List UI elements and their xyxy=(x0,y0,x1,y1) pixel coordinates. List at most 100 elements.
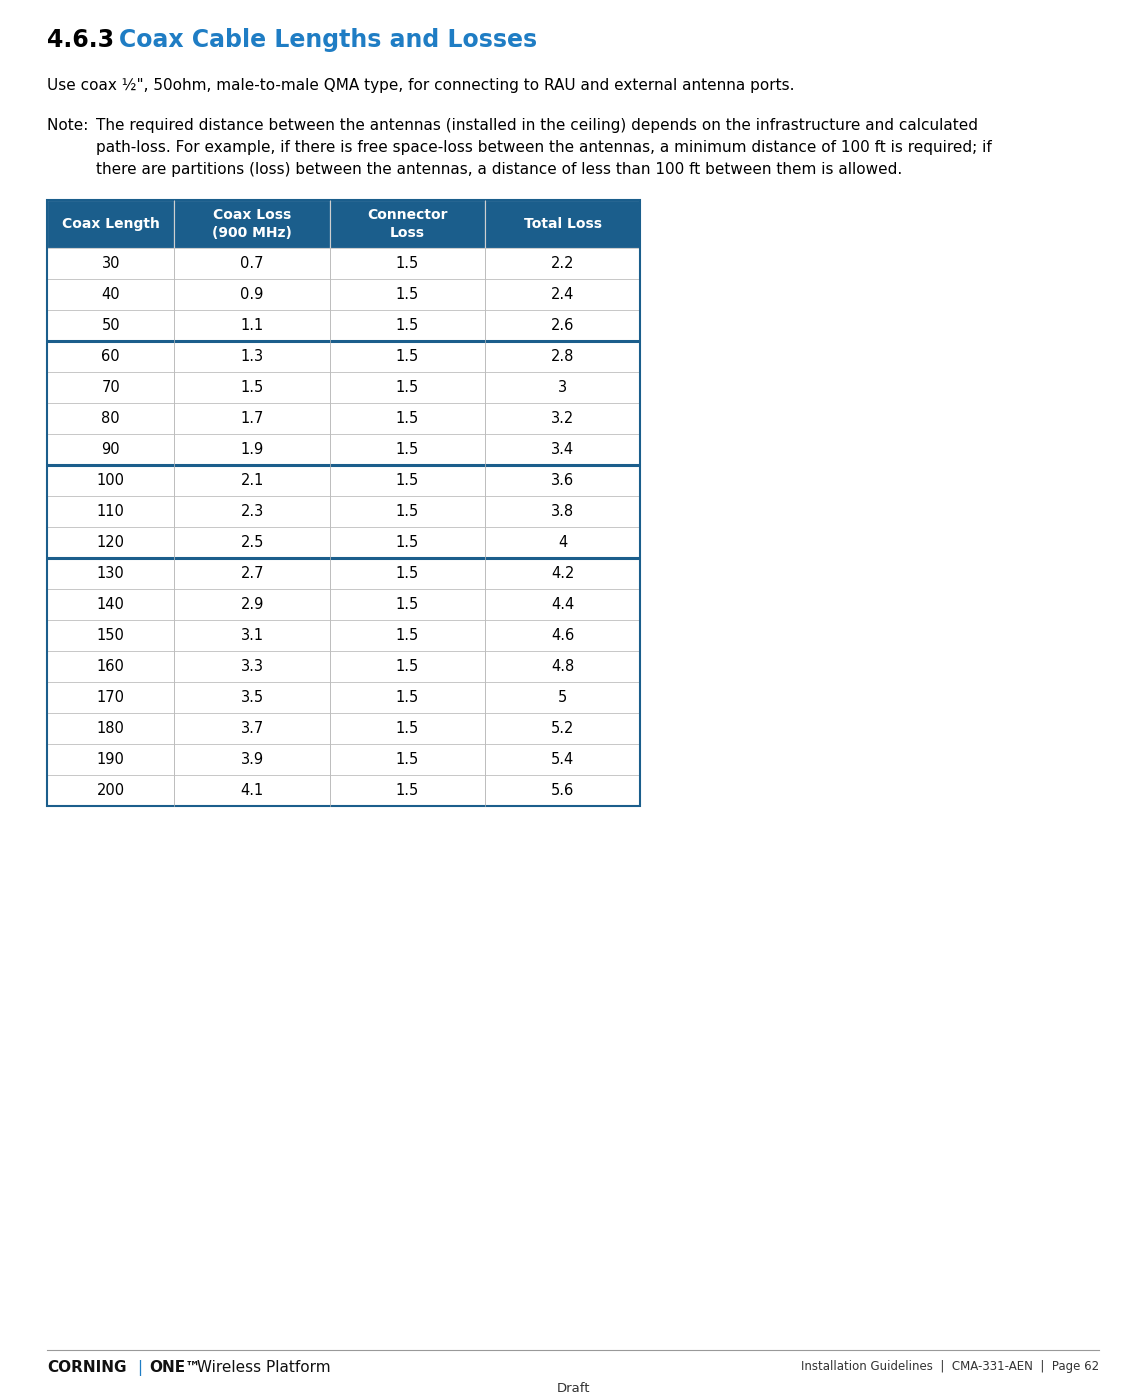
Bar xyxy=(330,775,485,806)
Text: 1.5: 1.5 xyxy=(395,256,419,271)
Bar xyxy=(174,341,330,372)
Bar xyxy=(174,311,330,341)
Bar xyxy=(174,589,330,620)
Bar xyxy=(174,558,330,589)
Bar xyxy=(47,372,174,403)
Text: Note:: Note: xyxy=(47,118,93,133)
Text: The required distance between the antennas (installed in the ceiling) depends on: The required distance between the antenn… xyxy=(96,118,978,133)
Bar xyxy=(47,775,174,806)
Bar xyxy=(485,681,639,713)
Text: 1.5: 1.5 xyxy=(395,659,419,674)
Text: 3.1: 3.1 xyxy=(241,628,264,644)
Bar xyxy=(330,248,485,278)
Bar xyxy=(485,403,639,434)
Bar xyxy=(47,589,174,620)
Text: 4.1: 4.1 xyxy=(241,783,264,797)
Text: 2.2: 2.2 xyxy=(551,256,574,271)
Text: 100: 100 xyxy=(96,473,125,488)
Bar xyxy=(47,620,174,651)
Bar xyxy=(330,278,485,311)
Bar xyxy=(330,434,485,464)
Bar xyxy=(47,311,174,341)
Text: 180: 180 xyxy=(96,720,125,736)
Text: 1.5: 1.5 xyxy=(395,753,419,767)
Text: 40: 40 xyxy=(102,287,120,302)
Text: Coax Loss
(900 MHz): Coax Loss (900 MHz) xyxy=(212,208,292,239)
Bar xyxy=(330,403,485,434)
Bar xyxy=(485,527,639,558)
Text: |: | xyxy=(138,1360,142,1377)
Text: 1.5: 1.5 xyxy=(395,504,419,519)
Bar xyxy=(485,372,639,403)
Text: 4.6.3: 4.6.3 xyxy=(47,28,115,52)
Text: 1.5: 1.5 xyxy=(395,318,419,333)
Text: 3.6: 3.6 xyxy=(551,473,574,488)
Text: 3.2: 3.2 xyxy=(551,411,574,427)
Bar xyxy=(174,744,330,775)
Text: 5: 5 xyxy=(558,690,567,705)
Text: 1.5: 1.5 xyxy=(395,597,419,611)
Bar xyxy=(174,713,330,744)
Text: 3.8: 3.8 xyxy=(551,504,574,519)
Text: 1.5: 1.5 xyxy=(395,690,419,705)
Text: 4.6: 4.6 xyxy=(551,628,574,644)
Text: 90: 90 xyxy=(102,442,120,457)
Bar xyxy=(330,497,485,527)
Text: 2.9: 2.9 xyxy=(241,597,264,611)
Bar xyxy=(485,744,639,775)
Text: 1.9: 1.9 xyxy=(241,442,264,457)
Bar xyxy=(485,651,639,681)
Text: ONE™: ONE™ xyxy=(149,1360,201,1375)
Text: 5.2: 5.2 xyxy=(551,720,574,736)
Text: 1.5: 1.5 xyxy=(395,567,419,581)
Bar xyxy=(47,434,174,464)
Bar xyxy=(174,248,330,278)
Bar xyxy=(485,497,639,527)
Bar xyxy=(330,341,485,372)
Text: 2.4: 2.4 xyxy=(551,287,574,302)
Bar xyxy=(485,248,639,278)
Text: 1.5: 1.5 xyxy=(395,473,419,488)
Text: Draft: Draft xyxy=(556,1382,590,1395)
Text: 70: 70 xyxy=(101,381,120,395)
Bar xyxy=(485,464,639,497)
Bar xyxy=(174,200,330,248)
Text: 1.5: 1.5 xyxy=(395,628,419,644)
Text: 60: 60 xyxy=(102,348,120,364)
Text: 4.4: 4.4 xyxy=(551,597,574,611)
Text: 1.5: 1.5 xyxy=(395,287,419,302)
Bar xyxy=(330,527,485,558)
Text: 80: 80 xyxy=(102,411,120,427)
Text: 190: 190 xyxy=(96,753,125,767)
Text: Installation Guidelines  |  CMA-331-AEN  |  Page 62: Installation Guidelines | CMA-331-AEN | … xyxy=(801,1360,1099,1372)
Bar xyxy=(330,311,485,341)
Bar xyxy=(330,589,485,620)
Text: Coax Length: Coax Length xyxy=(62,217,159,231)
Text: Connector
Loss: Connector Loss xyxy=(368,208,448,239)
Text: 4: 4 xyxy=(558,534,567,550)
Bar xyxy=(485,620,639,651)
Bar xyxy=(47,464,174,497)
Text: 1.5: 1.5 xyxy=(395,381,419,395)
Bar xyxy=(47,341,174,372)
Text: Use coax ½", 50ohm, male-to-male QMA type, for connecting to RAU and external an: Use coax ½", 50ohm, male-to-male QMA typ… xyxy=(47,78,794,92)
Text: 0.7: 0.7 xyxy=(241,256,264,271)
Text: 1.3: 1.3 xyxy=(241,348,264,364)
Text: Coax Cable Lengths and Losses: Coax Cable Lengths and Losses xyxy=(119,28,537,52)
Bar xyxy=(47,278,174,311)
Bar xyxy=(330,681,485,713)
Bar xyxy=(47,497,174,527)
Bar xyxy=(174,681,330,713)
Bar xyxy=(330,713,485,744)
Text: 4.8: 4.8 xyxy=(551,659,574,674)
Text: 3.4: 3.4 xyxy=(551,442,574,457)
Bar xyxy=(47,527,174,558)
Text: 30: 30 xyxy=(102,256,120,271)
Bar xyxy=(330,558,485,589)
Text: 140: 140 xyxy=(96,597,125,611)
Text: 3.5: 3.5 xyxy=(241,690,264,705)
Text: 160: 160 xyxy=(96,659,125,674)
Bar xyxy=(47,681,174,713)
Text: 150: 150 xyxy=(96,628,125,644)
Bar xyxy=(47,248,174,278)
